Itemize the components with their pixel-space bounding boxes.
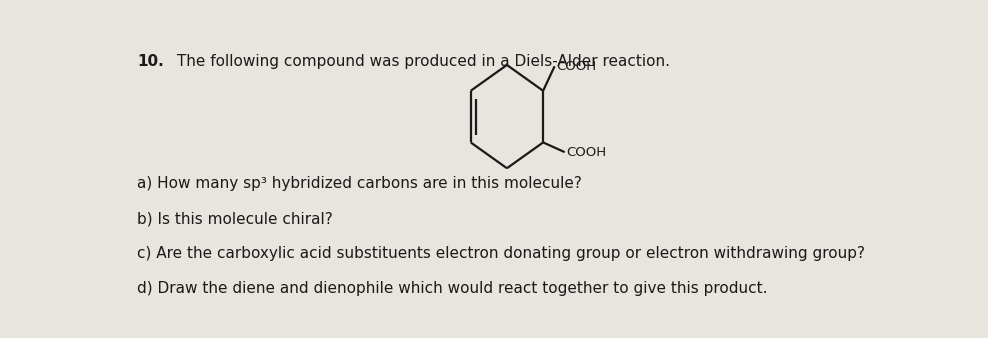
Text: b) Is this molecule chiral?: b) Is this molecule chiral? — [137, 211, 333, 226]
Text: d) Draw the diene and dienophile which would react together to give this product: d) Draw the diene and dienophile which w… — [137, 281, 768, 296]
Text: a) How many sp³ hybridized carbons are in this molecule?: a) How many sp³ hybridized carbons are i… — [137, 176, 582, 191]
Text: c) Are the carboxylic acid substituents electron donating group or electron with: c) Are the carboxylic acid substituents … — [137, 246, 865, 261]
Text: COOH: COOH — [566, 146, 607, 159]
Text: COOH: COOH — [556, 60, 597, 73]
Text: 10.: 10. — [137, 54, 164, 69]
Text: The following compound was produced in a Diels-Alder reaction.: The following compound was produced in a… — [172, 54, 670, 69]
